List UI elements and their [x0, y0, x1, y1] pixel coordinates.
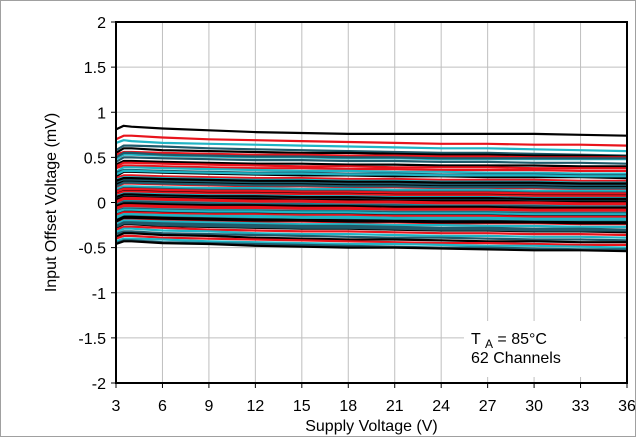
series-line: [115, 185, 627, 192]
series-line: [115, 178, 627, 187]
series-line: [115, 208, 627, 216]
annotation-channels: 62 Channels: [471, 350, 561, 367]
y-tick-label: 1.5: [84, 60, 106, 77]
series-line: [115, 169, 627, 178]
series-line: [115, 193, 627, 200]
y-tick-label: -2: [92, 376, 106, 393]
x-tick-label: 24: [432, 398, 450, 415]
y-tick-label: 2: [97, 15, 106, 32]
y-axis-ticks: 2 1.5 1 0.5 0 -0.5 -1 -1.5 -2: [78, 15, 116, 393]
series-line: [115, 222, 627, 232]
annotation-temperature: T A = 85°C: [471, 331, 547, 352]
x-axis-title: Supply Voltage (V): [305, 418, 438, 435]
series-line: [115, 177, 627, 185]
x-tick-label: 36: [618, 398, 635, 415]
series-line: [115, 134, 628, 147]
series-line: [115, 232, 627, 244]
series-line: [115, 240, 628, 253]
series-line: [115, 213, 627, 221]
series-line: [115, 124, 628, 137]
series-line: [115, 161, 627, 170]
series-line: [115, 225, 628, 237]
x-tick-label: 9: [204, 398, 213, 415]
series-line: [115, 181, 627, 190]
annotation-temp-value: = 85°C: [497, 331, 547, 348]
x-tick-label: 12: [246, 398, 264, 415]
series-group: [115, 124, 628, 253]
series-line: [115, 139, 628, 153]
annotation-temp-symbol: T: [471, 331, 481, 348]
series-line: [115, 159, 627, 168]
x-tick-label: 21: [386, 398, 404, 415]
y-tick-label: 0.5: [84, 150, 106, 167]
x-tick-label: 33: [572, 398, 590, 415]
series-line: [115, 151, 627, 160]
y-tick-label: 0: [97, 196, 106, 213]
series-line: [115, 219, 627, 228]
series-line: [115, 197, 627, 206]
series-line: [115, 227, 628, 239]
x-tick-label: 27: [479, 398, 497, 415]
series-line: [115, 144, 628, 157]
y-axis-title: Input Offset Voltage (mV): [43, 113, 60, 292]
series-line: [115, 200, 627, 209]
x-tick-label: 6: [158, 398, 167, 415]
x-tick-label: 30: [525, 398, 543, 415]
series-line: [115, 230, 628, 242]
series-line: [115, 166, 627, 175]
x-axis-ticks: 3 6 9 12 15 18 21 24 27 30 33 36: [112, 383, 635, 415]
x-tick-label: 3: [112, 398, 121, 415]
series-line: [115, 205, 627, 212]
annotation-temp-subscript: A: [485, 337, 493, 351]
series-line: [115, 202, 627, 209]
y-tick-label: 1: [97, 105, 106, 122]
series-line: [115, 216, 627, 225]
series-line: [115, 211, 627, 218]
series-line: [115, 156, 628, 165]
x-tick-label: 15: [293, 398, 311, 415]
series-line: [115, 187, 627, 195]
series-line: [115, 190, 627, 198]
y-tick-label: -1: [92, 286, 106, 303]
annotation-box: T A = 85°C 62 Channels: [464, 321, 624, 377]
series-line: [115, 234, 627, 246]
series-line: [115, 164, 627, 172]
series-line: [115, 147, 628, 158]
series-line: [115, 237, 628, 249]
annotation-background: [464, 321, 624, 377]
series-line: [115, 174, 627, 182]
y-tick-label: -1.5: [78, 331, 106, 348]
y-tick-label: -0.5: [78, 241, 106, 258]
x-tick-label: 18: [339, 398, 357, 415]
